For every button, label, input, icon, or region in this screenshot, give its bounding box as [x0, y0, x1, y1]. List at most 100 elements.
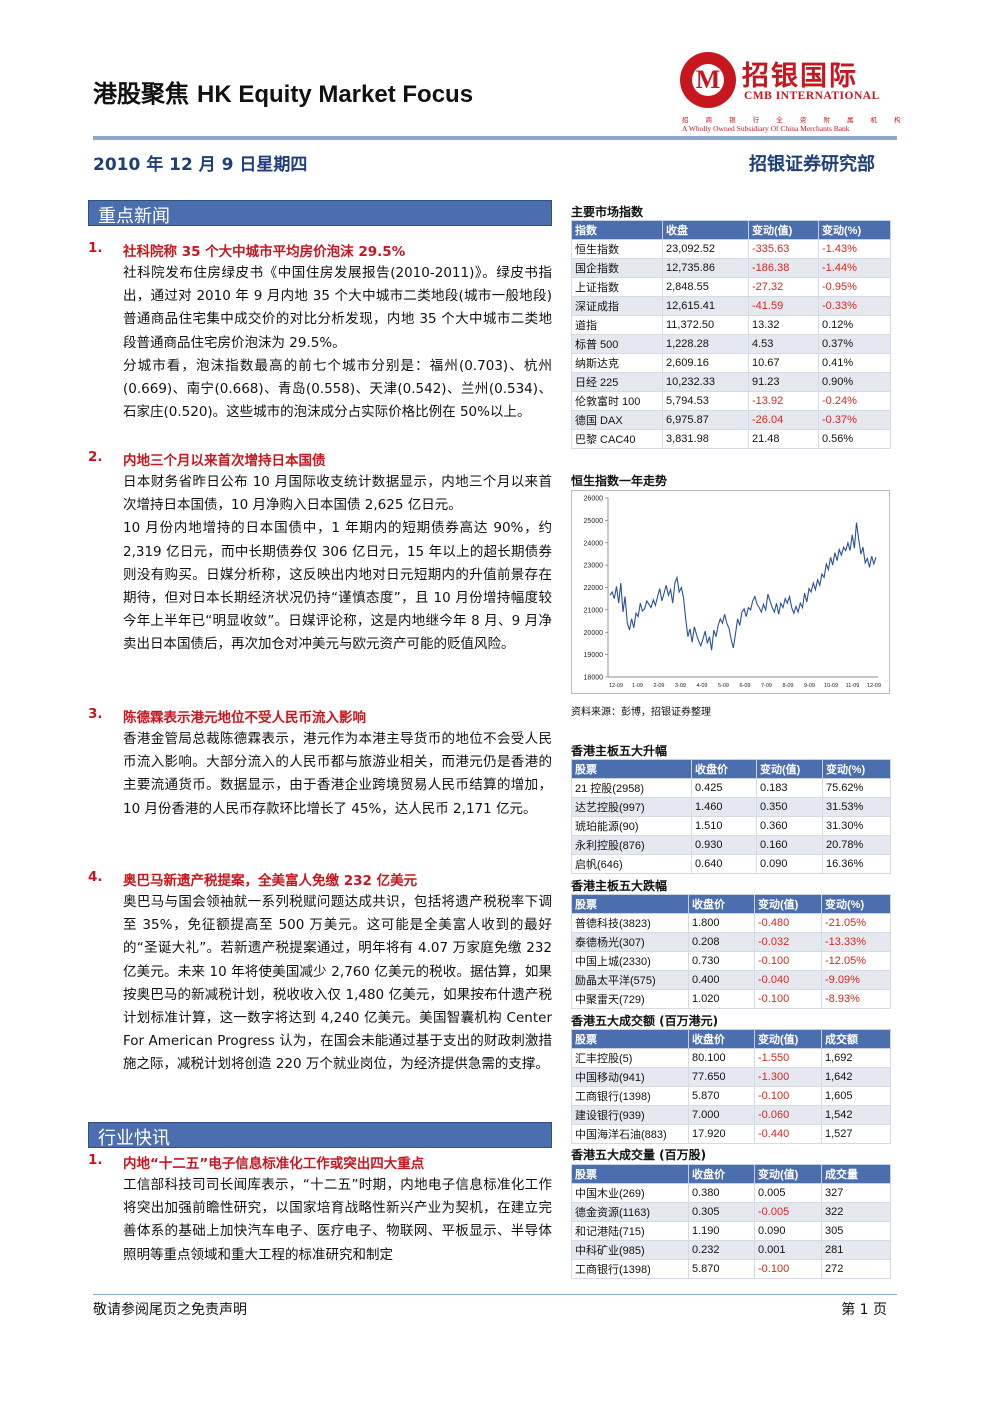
- column-header: 指数: [571, 220, 663, 240]
- news-title: 社科院称 35 个大中城市平均房价泡沫 29.5%: [123, 244, 406, 260]
- table-row: 工商银行(1398) 5.870 -0.100 1,605: [571, 1086, 891, 1106]
- table-cell-value: -9.09%: [821, 970, 891, 990]
- table-cell-value: 1,228.28: [662, 334, 749, 354]
- table-cell-value: 0.232: [688, 1240, 755, 1260]
- table-cell-value: 0.360: [756, 816, 823, 836]
- table-cell-value: 322: [821, 1202, 891, 1222]
- column-header: 变动(值): [754, 1164, 822, 1184]
- table-title-market-indices: 主要市场指数: [571, 205, 644, 219]
- x-tick-label: 10-09: [824, 683, 838, 689]
- table-cell-name: 工商银行(1398): [571, 1086, 689, 1106]
- table-cell-value: 272: [821, 1259, 891, 1279]
- news-item-2: 2. 内地三个月以来首次增持日本国债 日本财务省昨日公布 10 月国际收支统计数…: [88, 449, 552, 657]
- news-paragraph: 分城市看，泡沫指数最高的前七个城市分别是：福州(0.703)、杭州(0.669)…: [123, 357, 552, 421]
- table-row: 启帆(646) 0.640 0.090 16.36%: [571, 854, 891, 874]
- y-tick-label: 24000: [584, 540, 604, 547]
- news-title: 内地“十二五”电子信息标准化工作或突出四大重点: [123, 1156, 425, 1172]
- table-row: 中国上城(2330) 0.730 -0.100 -12.05%: [571, 951, 891, 971]
- table-header-row: 股票 收盘价 变动(值) 成交量: [571, 1164, 891, 1184]
- table-row: 琥珀能源(90) 1.510 0.360 31.30%: [571, 816, 891, 836]
- table-cell-value: 3,831.98: [662, 429, 749, 449]
- x-tick-label: 8-09: [782, 683, 793, 689]
- y-tick-label: 18000: [584, 675, 604, 682]
- table-cell-value: 0.208: [688, 932, 755, 952]
- column-header: 变动(%): [818, 220, 891, 240]
- x-tick-label: 12-09: [609, 683, 623, 689]
- column-header: 变动(值): [754, 1029, 822, 1049]
- table-cell-value: 327: [821, 1183, 891, 1203]
- table-header-row: 指数 收盘 变动(值) 变动(%): [571, 220, 891, 240]
- table-cell-name: 中国上城(2330): [571, 951, 689, 971]
- table-cell-value: 77.650: [688, 1067, 755, 1087]
- table-row: 工商银行(1398) 5.870 -0.100 272: [571, 1259, 891, 1279]
- table-row: 中聚雷天(729) 1.020 -0.100 -8.93%: [571, 989, 891, 1009]
- y-tick-label: 23000: [584, 563, 604, 570]
- news-item-3: 3. 陈德霖表示港元地位不受人民币流入影响 香港金管局总裁陈德霖表示，港元作为本…: [88, 706, 552, 821]
- column-header: 变动(%): [821, 894, 891, 914]
- table-cell-value: -0.440: [754, 1124, 822, 1144]
- table-cell-value: 16.36%: [822, 854, 891, 874]
- table-cell-value: -0.100: [754, 989, 822, 1009]
- table-header-row: 股票 收盘价 变动(值) 变动(%): [571, 894, 891, 914]
- table-cell-value: 0.640: [691, 854, 757, 874]
- table-row: 德金资源(1163) 0.305 -0.005 322: [571, 1202, 891, 1222]
- cmb-international-logo: M 招银国际 CMB INTERNATIONAL 招 商 银 行 全 资 附 属…: [680, 52, 901, 138]
- table-row: 上证指数 2,848.55 -27.32 -0.95%: [571, 277, 891, 297]
- news-item-1: 1. 社科院称 35 个大中城市平均房价泡沫 29.5% 社科院发布住房绿皮书《…: [88, 240, 552, 424]
- table-cell-value: 5.870: [688, 1086, 755, 1106]
- table-title-volume: 香港五大成交量 (百万股): [571, 1148, 707, 1162]
- table-cell-value: 0.90%: [818, 372, 891, 392]
- table-cell-value: 0.090: [754, 1221, 822, 1241]
- table-cell-value: 75.62%: [822, 778, 891, 798]
- table-cell-value: -0.33%: [818, 296, 891, 316]
- x-tick-label: 2-09: [653, 683, 664, 689]
- table-cell-value: 1,527: [821, 1124, 891, 1144]
- table-cell-name: 中国海洋石油(883): [571, 1124, 689, 1144]
- table-cell-value: -186.38: [748, 258, 819, 278]
- column-header: 股票: [571, 894, 689, 914]
- table-cell-value: 17.920: [688, 1124, 755, 1144]
- table-cell-value: 10.67: [748, 353, 819, 373]
- table-cell-value: 0.425: [691, 778, 757, 798]
- table-cell-name: 琥珀能源(90): [571, 816, 692, 836]
- y-tick-label: 26000: [584, 496, 604, 503]
- table-cell-name: 普德科技(3823): [571, 913, 689, 933]
- table-cell-value: -8.93%: [821, 989, 891, 1009]
- table-row: 日经 225 10,232.33 91.23 0.90%: [571, 372, 891, 392]
- section-title-industry: 行业快讯: [98, 1128, 170, 1149]
- table-row: 和记港陆(715) 1.190 0.090 305: [571, 1221, 891, 1241]
- losers-table: 股票 收盘价 变动(值) 变动(%) 普德科技(3823) 1.800 -0.480 -21…: [571, 894, 891, 1009]
- table-row: 泰德杨光(307) 0.208 -0.032 -13.33%: [571, 932, 891, 952]
- y-tick-label: 25000: [584, 518, 604, 525]
- table-cell-name: 工商银行(1398): [571, 1259, 689, 1279]
- table-cell-value: 281: [821, 1240, 891, 1260]
- table-cell-value: 0.005: [754, 1183, 822, 1203]
- table-cell-value: 5.870: [688, 1259, 755, 1279]
- table-row: 中国木业(269) 0.380 0.005 327: [571, 1183, 891, 1203]
- news-paragraph: 社科院发布住房绿皮书《中国住房发展报告(2010-2011)》。绿皮书指出，通过…: [123, 265, 552, 351]
- report-title: 港股聚焦 HK Equity Market Focus: [93, 74, 473, 109]
- table-cell-value: 0.37%: [818, 334, 891, 354]
- table-cell-name: 21 控股(2958): [571, 778, 692, 798]
- x-tick-label: 5-09: [718, 683, 729, 689]
- news-paragraph: 10 月份内地增持的日本国债中，1 年期内的短期债券高达 90%，约 2,319…: [123, 520, 552, 653]
- chart-source-note: 资料来源：彭博，招银证券整理: [571, 707, 711, 718]
- news-body: 日本财务省昨日公布 10 月国际收支统计数据显示，内地三个月以来首次增持日本国债…: [123, 471, 552, 657]
- table-cell-name: 标普 500: [571, 334, 663, 354]
- table-cell-value: 0.400: [688, 970, 755, 990]
- table-cell-value: 1,692: [821, 1048, 891, 1068]
- hsi-chart-svg: 26000 25000 24000 23000 22000 21000 20000 19000…: [584, 496, 882, 690]
- news-number: 1.: [88, 1152, 103, 1168]
- column-header: 股票: [571, 1029, 689, 1049]
- cmb-logo-icon: [680, 52, 736, 108]
- table-cell-name: 德国 DAX: [571, 410, 663, 430]
- table-cell-value: 1.510: [691, 816, 757, 836]
- table-cell-value: -0.060: [754, 1105, 822, 1125]
- hsi-series-line: [609, 522, 877, 651]
- table-cell-value: 31.30%: [822, 816, 891, 836]
- table-row: 励晶太平洋(575) 0.400 -0.040 -9.09%: [571, 970, 891, 990]
- table-cell-name: 日经 225: [571, 372, 663, 392]
- table-cell-value: 0.160: [756, 835, 823, 855]
- table-cell-value: -0.040: [754, 970, 822, 990]
- footer-divider: [93, 1294, 897, 1295]
